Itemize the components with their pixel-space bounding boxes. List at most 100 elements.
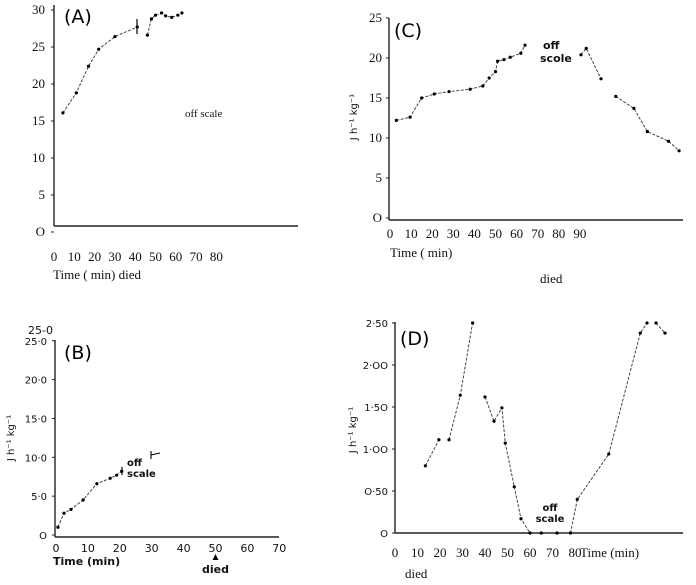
x-axis-label: Time ( min) died	[53, 267, 141, 282]
x-tick-label: 30	[456, 545, 469, 560]
data-point	[437, 438, 441, 442]
y-tick-label: O	[380, 529, 388, 540]
x-tick-label: 50	[501, 545, 514, 560]
data-point	[654, 321, 658, 325]
off-scale-annotation: off	[127, 458, 143, 469]
y-tick-label: 25	[32, 39, 45, 54]
data-point	[458, 393, 462, 397]
series-line	[396, 44, 526, 121]
series-line	[425, 439, 440, 467]
x-tick-label: 10	[68, 249, 81, 264]
y-tick-label: O	[39, 531, 47, 542]
x-tick-label: 20	[434, 545, 447, 560]
x-tick-label: 10	[411, 545, 424, 560]
x-tick-label: 70	[272, 542, 286, 555]
x-tick-label: 10	[405, 226, 418, 241]
data-point	[523, 43, 527, 47]
x-tick-label: 0	[53, 542, 60, 555]
data-point	[447, 90, 451, 94]
panel-title: (B)	[64, 342, 92, 364]
data-point	[579, 53, 583, 57]
y-axis-label: J h⁻¹ kg⁻¹	[348, 407, 359, 454]
x-tick-label: 60	[510, 226, 523, 241]
y-tick-label: 15	[32, 113, 45, 128]
data-point	[481, 84, 485, 88]
off-scale-annotation: scale	[127, 469, 156, 480]
data-point	[614, 94, 618, 98]
data-point	[645, 130, 650, 134]
data-point	[584, 46, 588, 51]
off-scale-annotation: scale	[536, 514, 565, 525]
panel-title: (A)	[64, 6, 92, 28]
series-line	[655, 322, 666, 334]
data-point	[97, 47, 101, 51]
data-point	[153, 13, 158, 17]
off-scale-annotation: off	[543, 39, 560, 52]
x-tick-label: 30	[108, 249, 121, 264]
x-tick-label: 40	[129, 249, 142, 264]
data-point	[502, 58, 506, 62]
data-point	[493, 70, 498, 74]
x-tick-label: 50	[489, 226, 502, 241]
y-tick-label: O	[373, 210, 382, 225]
x-tick-label: 40	[479, 545, 492, 560]
data-point	[420, 96, 424, 100]
chart-panel-b: 25·0 20·0 15·0 10·0 5·0 O0 10 20 30 40 50 60 70 (B) Ti…	[6, 324, 286, 576]
y-tick-label: 1·OO	[363, 445, 388, 456]
data-point	[394, 118, 398, 122]
y-tick-label: 2·50	[366, 319, 388, 330]
data-point	[599, 77, 603, 81]
y-tick-label: 5·0	[31, 492, 47, 503]
data-point	[503, 441, 507, 445]
data-point	[56, 525, 60, 529]
data-point	[500, 406, 504, 410]
data-point	[164, 14, 168, 18]
x-tick-label: 10	[81, 542, 95, 555]
data-point	[423, 464, 427, 468]
y-tick-label: 5	[376, 170, 383, 185]
data-point	[180, 11, 184, 15]
x-tick-label: 50	[209, 542, 223, 555]
series-line	[62, 26, 138, 114]
panel-title: (C)	[394, 20, 422, 42]
data-point	[108, 476, 112, 480]
y-tick-label: 20·0	[25, 376, 47, 387]
died-label: died	[405, 566, 428, 581]
y-tick-label: 10	[32, 150, 45, 165]
x-tick-label: 20	[113, 542, 127, 555]
data-point	[645, 321, 649, 325]
data-point	[519, 51, 523, 55]
x-tick-label: 60	[169, 249, 182, 264]
data-point	[159, 11, 164, 15]
data-point	[568, 531, 573, 535]
data-point	[555, 531, 559, 535]
off-scale-annotation: scole	[540, 52, 572, 65]
series-line	[615, 96, 680, 152]
y-tick-label: 20	[32, 76, 45, 91]
x-tick-label: 40	[468, 226, 481, 241]
died-label: died	[540, 271, 563, 286]
data-point	[632, 106, 636, 110]
y-axis-label: J h⁻¹ kg⁻¹	[349, 94, 360, 141]
x-tick-label: 30	[447, 226, 460, 241]
x-tick-label: 90	[573, 226, 586, 241]
x-axis-label: Time ( min)	[390, 245, 452, 260]
y-tick-label: 2·OO	[363, 361, 388, 372]
data-point	[468, 87, 472, 91]
data-point	[487, 76, 491, 80]
data-point	[408, 115, 412, 119]
x-tick-label: 0	[51, 249, 58, 264]
chart-panel-a: 30 25 20 15 10 5 O0 10 20 30 40 50 60 70 80 (A) Time ( m…	[32, 2, 298, 282]
data-point	[432, 92, 436, 96]
y-tick-label: 25	[369, 10, 382, 25]
x-tick-label: 0	[392, 545, 399, 560]
chart-panel-d: 2·50 2·OO 1·5O 1·OO O·50 O0 10 20 30 40 50 60 70 80 (D…	[348, 319, 683, 581]
x-tick-label: 80	[552, 226, 565, 241]
data-point	[149, 17, 154, 21]
data-point	[95, 482, 99, 486]
y-tick-label: 20	[369, 50, 382, 65]
chart-panel-c: 25 20 15 10 5 O0 10 20 30 40 50 60 70 80 90 (C) Time ( m…	[349, 10, 683, 286]
data-point	[145, 33, 149, 37]
series-line	[57, 470, 122, 528]
data-point	[492, 419, 496, 423]
